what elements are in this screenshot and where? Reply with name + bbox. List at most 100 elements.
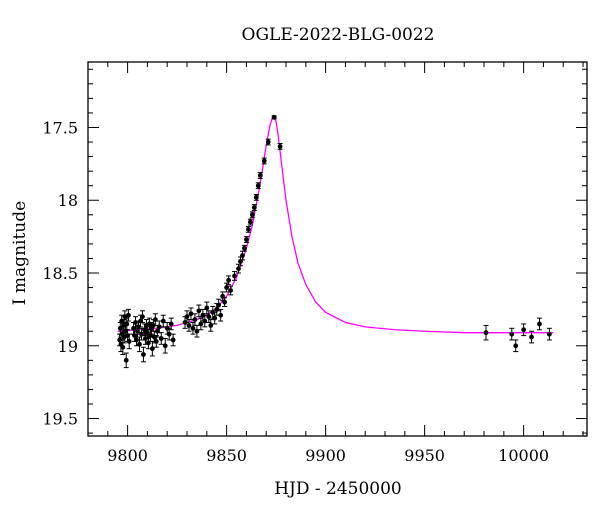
- plot-area: [117, 114, 554, 369]
- point-marker: [244, 237, 249, 242]
- data-point: [160, 314, 166, 328]
- point-marker: [145, 330, 150, 336]
- data-point: [277, 142, 283, 150]
- point-marker: [208, 323, 214, 328]
- point-marker: [198, 321, 204, 327]
- point-marker: [226, 277, 231, 283]
- point-marker: [249, 212, 255, 218]
- data-point: [232, 271, 238, 281]
- x-tick-label: 9800: [107, 446, 148, 465]
- data-point: [247, 218, 253, 226]
- y-axis-label: I magnitude: [10, 201, 30, 305]
- data-point: [271, 114, 277, 120]
- data-point: [184, 310, 190, 323]
- point-marker: [124, 321, 130, 327]
- point-marker: [483, 330, 489, 336]
- point-marker: [134, 337, 139, 343]
- data-point: [245, 225, 251, 233]
- point-marker: [265, 139, 271, 145]
- data-point: [546, 327, 552, 341]
- data-point: [218, 308, 224, 322]
- data-point: [251, 204, 257, 211]
- y-tick-label: 17.5: [42, 118, 78, 137]
- point-marker: [140, 314, 145, 320]
- axis-tick-labels: 9800 9850 9900 9950 10000 17.5 18 18.5 19 19.5: [42, 118, 549, 465]
- x-tick-label: 10000: [498, 446, 549, 465]
- point-marker: [184, 314, 190, 320]
- data-point: [261, 157, 267, 165]
- point-marker: [253, 194, 259, 200]
- point-marker: [194, 328, 200, 334]
- point-marker: [509, 331, 515, 337]
- point-marker: [242, 245, 247, 251]
- data-point: [152, 313, 158, 326]
- data-point: [126, 333, 132, 350]
- point-marker: [137, 341, 142, 347]
- data-point: [194, 324, 200, 338]
- data-point: [134, 333, 140, 347]
- point-marker: [240, 253, 245, 258]
- point-marker: [204, 305, 210, 311]
- point-marker: [192, 317, 198, 322]
- point-marker: [160, 318, 166, 324]
- point-marker: [156, 324, 162, 330]
- point-marker: [546, 331, 552, 337]
- point-marker: [216, 302, 222, 308]
- data-point: [249, 211, 255, 219]
- point-marker: [245, 226, 251, 232]
- point-marker: [224, 285, 230, 290]
- data-point: [243, 236, 249, 243]
- point-marker: [166, 331, 172, 337]
- point-marker: [190, 325, 196, 331]
- chart-title: OGLE-2022-BLG-0022: [242, 25, 435, 45]
- point-marker: [521, 327, 527, 333]
- y-tick-label: 19: [58, 337, 78, 356]
- point-marker: [123, 357, 129, 363]
- point-marker: [162, 343, 168, 349]
- data-point: [265, 138, 271, 146]
- model-curve: [117, 116, 554, 334]
- point-marker: [186, 323, 192, 328]
- data-point: [483, 324, 489, 341]
- point-marker: [153, 339, 159, 344]
- data-point: [149, 340, 155, 357]
- point-marker: [232, 273, 237, 279]
- point-marker: [212, 315, 218, 321]
- point-marker: [120, 344, 126, 350]
- point-marker: [188, 311, 194, 317]
- data-point: [158, 332, 164, 345]
- x-axis-label: HJD - 2450000: [274, 479, 402, 499]
- data-point: [196, 304, 202, 318]
- point-marker: [255, 183, 261, 189]
- point-marker: [261, 158, 267, 164]
- point-marker: [202, 318, 208, 324]
- axis-ticks: [87, 62, 587, 436]
- data-point: [198, 317, 204, 331]
- point-marker: [513, 343, 519, 349]
- data-point: [123, 352, 129, 369]
- data-point: [212, 311, 218, 325]
- point-marker: [218, 312, 224, 318]
- point-marker: [537, 321, 542, 327]
- plot-frame: [87, 61, 588, 437]
- data-point: [140, 346, 146, 363]
- data-point: [536, 317, 542, 331]
- data-point: [168, 317, 174, 331]
- x-tick-label: 9850: [206, 446, 247, 465]
- point-marker: [222, 299, 228, 305]
- data-point: [255, 182, 261, 190]
- point-marker: [277, 144, 283, 149]
- data-point: [204, 301, 210, 315]
- point-marker: [158, 336, 164, 341]
- data-point: [228, 285, 234, 296]
- point-marker: [141, 352, 146, 357]
- data-point: [222, 297, 228, 307]
- point-marker: [206, 314, 212, 320]
- data-point: [202, 314, 208, 328]
- point-marker: [168, 321, 174, 327]
- point-marker: [228, 288, 233, 293]
- x-tick-label: 9900: [305, 446, 346, 465]
- data-point: [253, 193, 259, 201]
- data-point: [257, 172, 263, 179]
